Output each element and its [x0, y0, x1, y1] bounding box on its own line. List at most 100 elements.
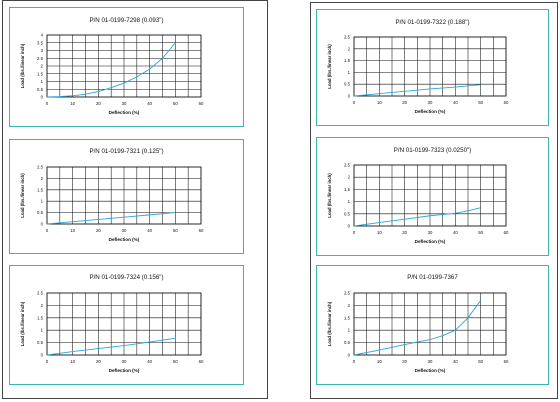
y-tick-label: 1: [348, 70, 351, 75]
x-tick-label: 60: [504, 359, 509, 364]
y-tick-label: 2.5: [344, 291, 351, 296]
x-tick-label: 50: [478, 230, 483, 235]
y-tick-label: 0.5: [344, 82, 351, 87]
x-tick-label: 20: [402, 100, 407, 105]
plot-frame: [46, 34, 202, 98]
y-tick-label: 0.5: [37, 340, 44, 345]
y-tick-label: 2.5: [37, 165, 44, 170]
chart-title: P/N 01-0199-7298 (0.093"): [89, 17, 164, 24]
x-tick-label: 50: [173, 359, 178, 364]
x-tick-label: 60: [504, 230, 509, 235]
plot-frame: [353, 36, 507, 97]
y-tick-label: 0.5: [37, 87, 44, 92]
y-axis-label: Load (lbs./linear inch): [20, 43, 25, 88]
load-deflection-curve: [353, 300, 482, 356]
chart-svg: 0 0.5 1 1.5 2 2.5 0 10 20 30 40 50 60 Deflection (%) L…: [327, 291, 509, 374]
x-axis-label: Deflection (%): [415, 239, 446, 244]
load-deflection-curve: [46, 337, 176, 356]
chart-panel-7324: P/N 01-0199-7324 (0.156") 0 0.5 1 1.5 2 2.5 0 1…: [9, 265, 244, 385]
y-axis-label: Load (lbs./linear inch): [20, 301, 25, 346]
chart-svg: 0 0.5 1 1.5 2 2.5 0 10 20 30 40 50 60 Deflection (%) L…: [20, 165, 204, 243]
x-tick-label: 10: [70, 359, 75, 364]
y-tick-label: 2.5: [37, 56, 44, 61]
y-tick-label: 1.5: [37, 315, 44, 320]
plot-frame: [46, 292, 202, 356]
y-tick-label: 4: [41, 33, 44, 38]
chart-svg: 0 0.5 1 1.5 2 2.5 0 10 20 30 40 50 60 Deflection (%) L…: [327, 35, 509, 115]
x-tick-label: 30: [122, 101, 127, 106]
x-axis-label: Deflection (%): [109, 110, 140, 115]
x-tick-label: 0: [46, 359, 49, 364]
x-tick-label: 20: [96, 359, 101, 364]
x-tick-label: 20: [96, 101, 101, 106]
load-deflection-curve: [46, 42, 176, 98]
x-tick-label: 40: [147, 228, 152, 233]
y-tick-label: 0.5: [37, 210, 44, 215]
x-tick-label: 10: [377, 100, 382, 105]
x-tick-label: 30: [428, 359, 433, 364]
plot-frame: [353, 292, 507, 356]
y-tick-label: 0: [41, 222, 44, 227]
right-chart-column: P/N 01-0199-7322 (0.188") 0 0.5 1 1.5 2 2.5 0 1…: [310, 2, 558, 399]
y-tick-label: 3.5: [37, 40, 44, 45]
chart-title: P/N 01-0199-7322 (0.188"): [395, 19, 470, 26]
chart-panel-7322: P/N 01-0199-7322 (0.188") 0 0.5 1 1.5 2 2.5 0 1…: [316, 9, 549, 126]
chart-title: P/N 01-0199-7324 (0.156"): [89, 274, 164, 281]
chart-panel-7367: P/N 01-0199-7367 0 0.5 1 1.5 2 2.5 0 10 20 30 40 50…: [316, 265, 549, 385]
y-tick-label: 1.5: [37, 71, 44, 76]
y-tick-label: 2: [41, 303, 44, 308]
x-tick-label: 0: [353, 100, 356, 105]
y-tick-label: 0.5: [344, 340, 351, 345]
x-tick-label: 20: [402, 230, 407, 235]
y-tick-label: 1: [348, 199, 351, 204]
x-tick-label: 60: [504, 100, 509, 105]
y-tick-label: 0: [348, 224, 351, 229]
y-axis-label: Load (lbs./linear inch): [327, 301, 332, 346]
chart-svg: 0 0.5 1 1.5 2 2.5 0 10 20 30 40 50 60 Deflection (%) L…: [20, 291, 204, 374]
chart-title: P/N 01-0199-7367: [407, 274, 458, 281]
x-tick-label: 0: [46, 228, 49, 233]
x-axis-label: Deflection (%): [109, 237, 140, 242]
chart-title: P/N 01-0199-7321 (0.125"): [89, 148, 164, 155]
x-tick-label: 20: [402, 359, 407, 364]
y-tick-label: 2: [348, 175, 351, 180]
y-tick-label: 0: [348, 353, 351, 358]
y-tick-label: 3: [41, 48, 44, 53]
x-tick-label: 50: [173, 101, 178, 106]
x-tick-label: 40: [453, 359, 458, 364]
x-tick-label: 40: [147, 101, 152, 106]
plot-frame: [353, 164, 507, 227]
x-tick-label: 60: [199, 359, 204, 364]
y-tick-label: 1.5: [344, 315, 351, 320]
x-tick-label: 40: [453, 230, 458, 235]
y-axis-label: Load (lbs./linear inch): [20, 173, 25, 218]
x-tick-label: 30: [428, 230, 433, 235]
plot-frame: [46, 166, 202, 225]
x-tick-label: 10: [377, 359, 382, 364]
y-tick-label: 0.5: [344, 211, 351, 216]
y-tick-label: 2: [348, 303, 351, 308]
chart-panel-7298: P/N 01-0199-7298 (0.093") 0 0.5 1 1.5 2 2.5 3 3…: [9, 7, 244, 127]
x-tick-label: 50: [478, 100, 483, 105]
x-tick-label: 20: [96, 228, 101, 233]
x-tick-label: 0: [353, 230, 356, 235]
x-tick-label: 60: [199, 228, 204, 233]
y-tick-label: 2: [41, 64, 44, 69]
x-tick-label: 30: [122, 228, 127, 233]
load-deflection-curve: [46, 212, 176, 225]
y-tick-label: 0: [41, 95, 44, 100]
x-tick-label: 50: [478, 359, 483, 364]
load-deflection-curve: [353, 207, 481, 227]
x-axis-label: Deflection (%): [415, 368, 446, 373]
left-chart-column: P/N 01-0199-7298 (0.093") 0 0.5 1 1.5 2 2.5 3 3…: [2, 0, 268, 399]
x-tick-label: 40: [453, 100, 458, 105]
x-tick-label: 0: [46, 101, 49, 106]
x-axis-label: Deflection (%): [415, 109, 446, 114]
x-axis-label: Deflection (%): [109, 368, 140, 373]
x-tick-label: 10: [70, 228, 75, 233]
y-tick-label: 2.5: [344, 163, 351, 168]
y-tick-label: 1: [41, 79, 44, 84]
y-tick-label: 1: [41, 328, 44, 333]
load-deflection-curve: [353, 84, 481, 97]
x-tick-label: 50: [173, 228, 178, 233]
